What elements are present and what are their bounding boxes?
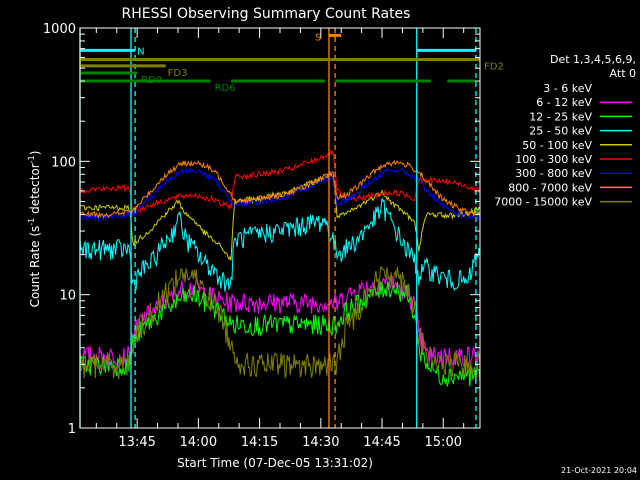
flag-label: FD3 — [168, 68, 188, 79]
chart-title: RHESSI Observing Summary Count Rates — [122, 6, 411, 22]
series-line — [79, 166, 481, 223]
legend-label: 6 - 12 keV — [536, 96, 592, 109]
series-line — [79, 266, 481, 379]
y-axis-label-exponent: -1 — [27, 218, 36, 226]
y-axis-label: Count Rate (s-1 detector-1) — [27, 151, 42, 308]
plot-area: NFD2FD3RD0RD6S110100100013:4514:0014:151… — [43, 22, 504, 450]
series-line — [79, 280, 481, 387]
flag-label: RD6 — [215, 83, 236, 94]
series-line — [79, 148, 481, 215]
series-line — [79, 198, 481, 292]
y-tick-label: 1000 — [43, 22, 76, 37]
series-line — [79, 173, 481, 261]
y-axis-label-part: detector — [28, 163, 42, 218]
legend-header-line-2: Att 0 — [610, 67, 636, 80]
timestamp: 21-Oct-2021 20:04 — [561, 466, 637, 475]
x-tick-label: 14:45 — [363, 435, 400, 450]
y-tick-label: 100 — [51, 155, 76, 170]
legend-label: 25 - 50 keV — [529, 125, 592, 138]
y-axis-label-exponent: -1 — [27, 155, 36, 163]
flag-label: FD2 — [484, 62, 504, 73]
x-tick-label: 13:45 — [118, 435, 155, 450]
legend-label: 300 - 800 keV — [515, 167, 592, 180]
legend-header-line-1: Det 1,3,4,5,6,9, — [550, 53, 636, 66]
x-tick-label: 15:00 — [425, 435, 462, 450]
y-tick-label: 10 — [59, 289, 76, 304]
x-tick-label: 14:30 — [302, 435, 339, 450]
x-tick-label: 14:00 — [180, 435, 217, 450]
flag-label: N — [137, 46, 144, 57]
x-axis-label: Start Time (07-Dec-05 13:31:02) — [177, 456, 373, 470]
series-line — [79, 159, 481, 219]
legend-label: 800 - 7000 keV — [508, 181, 592, 194]
legend-label: 50 - 100 keV — [522, 139, 592, 152]
x-tick-label: 14:15 — [241, 435, 278, 450]
legend-label: 3 - 6 keV — [543, 82, 592, 95]
y-axis-label-part: Count Rate (s — [28, 226, 42, 308]
y-tick-label: 1 — [68, 422, 76, 437]
legend-label: 12 - 25 keV — [529, 110, 592, 123]
y-axis-label-part: ) — [28, 151, 42, 156]
legend-label: 7000 - 15000 keV — [494, 196, 592, 209]
flag-label: S — [315, 32, 321, 43]
legend-label: 100 - 300 keV — [515, 153, 592, 166]
